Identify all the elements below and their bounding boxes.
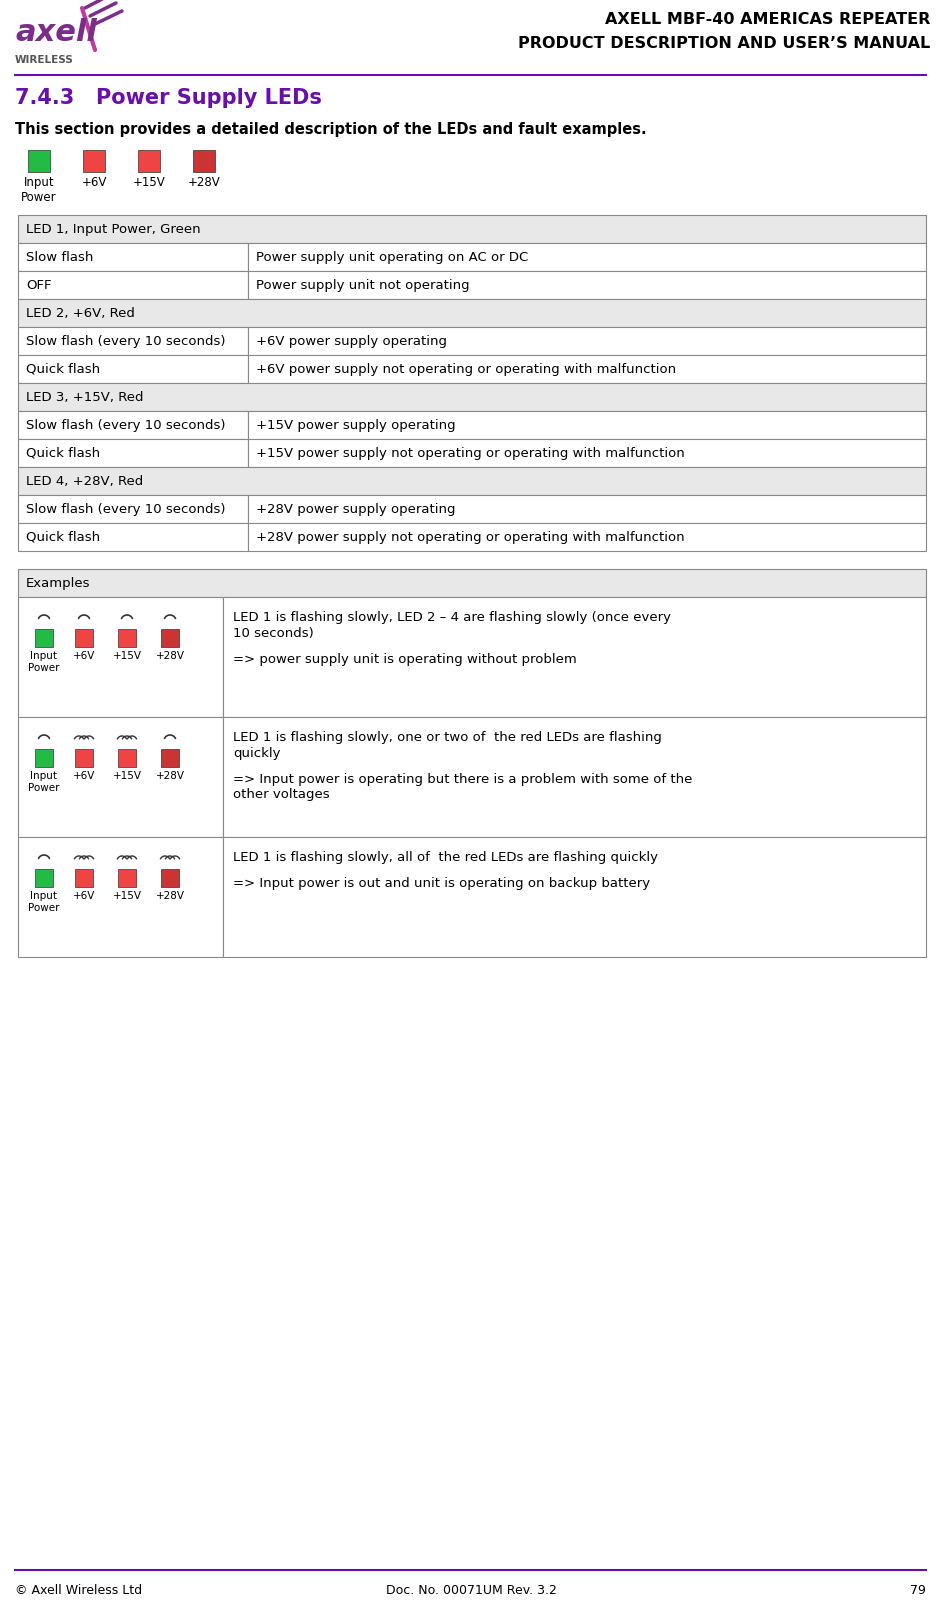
Text: LED 2, +6V, Red: LED 2, +6V, Red	[26, 306, 135, 320]
Text: 7.4.3   Power Supply LEDs: 7.4.3 Power Supply LEDs	[15, 88, 322, 107]
Text: +6V: +6V	[72, 772, 95, 781]
Text: +28V: +28V	[155, 892, 184, 901]
Text: => power supply unit is operating without problem: => power supply unit is operating withou…	[233, 653, 577, 666]
Text: => Input power is operating but there is a problem with some of the
other voltag: => Input power is operating but there is…	[233, 773, 693, 800]
Bar	[35, 749, 53, 767]
Text: +15V: +15V	[113, 892, 141, 901]
Text: WIRELESS: WIRELESS	[15, 54, 73, 66]
Text: Slow flash (every 10 seconds): Slow flash (every 10 seconds)	[26, 418, 226, 432]
Text: Quick flash: Quick flash	[26, 447, 100, 459]
Bar	[18, 495, 248, 524]
Bar	[248, 271, 926, 299]
Text: This section provides a detailed description of the LEDs and fault examples.: This section provides a detailed descrip…	[15, 122, 646, 138]
Text: Slow flash (every 10 seconds): Slow flash (every 10 seconds)	[26, 503, 226, 516]
Text: Power supply unit operating on AC or DC: Power supply unit operating on AC or DC	[256, 250, 528, 264]
Text: +28V power supply operating: +28V power supply operating	[256, 503, 455, 516]
Bar	[118, 749, 136, 767]
Text: Slow flash: Slow flash	[26, 250, 93, 264]
Bar	[161, 629, 179, 647]
Bar	[18, 597, 223, 717]
Bar	[18, 439, 248, 467]
Text: +28V: +28V	[187, 176, 220, 189]
Text: +6V: +6V	[81, 176, 106, 189]
Bar	[18, 837, 223, 957]
Bar	[193, 150, 215, 171]
Text: Input
Power: Input Power	[28, 652, 59, 672]
Bar	[248, 411, 926, 439]
Bar	[18, 271, 248, 299]
Bar	[161, 869, 179, 887]
Text: AXELL MBF-40 AMERICAS REPEATER: AXELL MBF-40 AMERICAS REPEATER	[605, 11, 930, 27]
Text: 79: 79	[910, 1583, 926, 1598]
Bar	[118, 869, 136, 887]
Text: LED 4, +28V, Red: LED 4, +28V, Red	[26, 474, 143, 487]
Bar	[138, 150, 160, 171]
Bar	[161, 749, 179, 767]
Bar	[35, 869, 53, 887]
Text: +28V power supply not operating or operating with malfunction: +28V power supply not operating or opera…	[256, 530, 685, 543]
Text: +28V: +28V	[155, 772, 184, 781]
Bar	[75, 629, 93, 647]
Text: Input
Power: Input Power	[28, 772, 59, 792]
Text: +15V: +15V	[113, 772, 141, 781]
Bar	[223, 837, 926, 957]
Text: Examples: Examples	[26, 576, 90, 589]
Bar	[18, 299, 926, 327]
Bar	[75, 869, 93, 887]
Bar	[248, 243, 926, 271]
Text: 10 seconds): 10 seconds)	[233, 628, 313, 640]
Bar	[75, 749, 93, 767]
Bar	[18, 524, 248, 551]
Text: +6V power supply not operating or operating with malfunction: +6V power supply not operating or operat…	[256, 362, 677, 376]
Text: +28V: +28V	[155, 652, 184, 661]
Bar	[248, 524, 926, 551]
Bar	[28, 150, 50, 171]
Text: +6V: +6V	[72, 892, 95, 901]
Text: +15V: +15V	[133, 176, 166, 189]
Text: Doc. No. 00071UM Rev. 3.2: Doc. No. 00071UM Rev. 3.2	[386, 1583, 556, 1598]
Bar	[18, 327, 248, 355]
Bar	[18, 568, 926, 597]
Text: LED 1 is flashing slowly, one or two of  the red LEDs are flashing: LED 1 is flashing slowly, one or two of …	[233, 732, 662, 744]
Text: Quick flash: Quick flash	[26, 530, 100, 543]
Bar	[18, 243, 248, 271]
Bar	[18, 717, 223, 837]
Bar	[223, 717, 926, 837]
Text: Quick flash: Quick flash	[26, 362, 100, 376]
Bar	[118, 629, 136, 647]
Bar	[223, 597, 926, 717]
Text: +15V power supply not operating or operating with malfunction: +15V power supply not operating or opera…	[256, 447, 685, 459]
Bar	[18, 355, 248, 383]
Text: +6V power supply operating: +6V power supply operating	[256, 335, 447, 347]
Text: PRODUCT DESCRIPTION AND USER’S MANUAL: PRODUCT DESCRIPTION AND USER’S MANUAL	[518, 35, 930, 51]
Bar	[18, 411, 248, 439]
Bar	[18, 215, 926, 243]
Text: Input
Power: Input Power	[28, 892, 59, 913]
Bar	[248, 439, 926, 467]
Text: +15V power supply operating: +15V power supply operating	[256, 418, 455, 432]
Text: OFF: OFF	[26, 279, 52, 291]
Text: +15V: +15V	[113, 652, 141, 661]
Text: LED 1 is flashing slowly, LED 2 – 4 are flashing slowly (once every: LED 1 is flashing slowly, LED 2 – 4 are …	[233, 612, 671, 624]
Text: LED 3, +15V, Red: LED 3, +15V, Red	[26, 391, 143, 403]
Text: Slow flash (every 10 seconds): Slow flash (every 10 seconds)	[26, 335, 226, 347]
Text: LED 1, Input Power, Green: LED 1, Input Power, Green	[26, 223, 200, 235]
Text: quickly: quickly	[233, 748, 280, 760]
Bar	[248, 495, 926, 524]
Bar	[248, 355, 926, 383]
Text: Power supply unit not operating: Power supply unit not operating	[256, 279, 470, 291]
Text: axell: axell	[15, 18, 97, 46]
Bar	[248, 327, 926, 355]
Bar	[18, 383, 926, 411]
Text: LED 1 is flashing slowly, all of  the red LEDs are flashing quickly: LED 1 is flashing slowly, all of the red…	[233, 852, 658, 865]
Bar	[18, 467, 926, 495]
Text: Input
Power: Input Power	[22, 176, 56, 203]
Bar	[35, 629, 53, 647]
Text: © Axell Wireless Ltd: © Axell Wireless Ltd	[15, 1583, 142, 1598]
Text: +6V: +6V	[72, 652, 95, 661]
Bar	[83, 150, 105, 171]
Text: => Input power is out and unit is operating on backup battery: => Input power is out and unit is operat…	[233, 877, 650, 890]
